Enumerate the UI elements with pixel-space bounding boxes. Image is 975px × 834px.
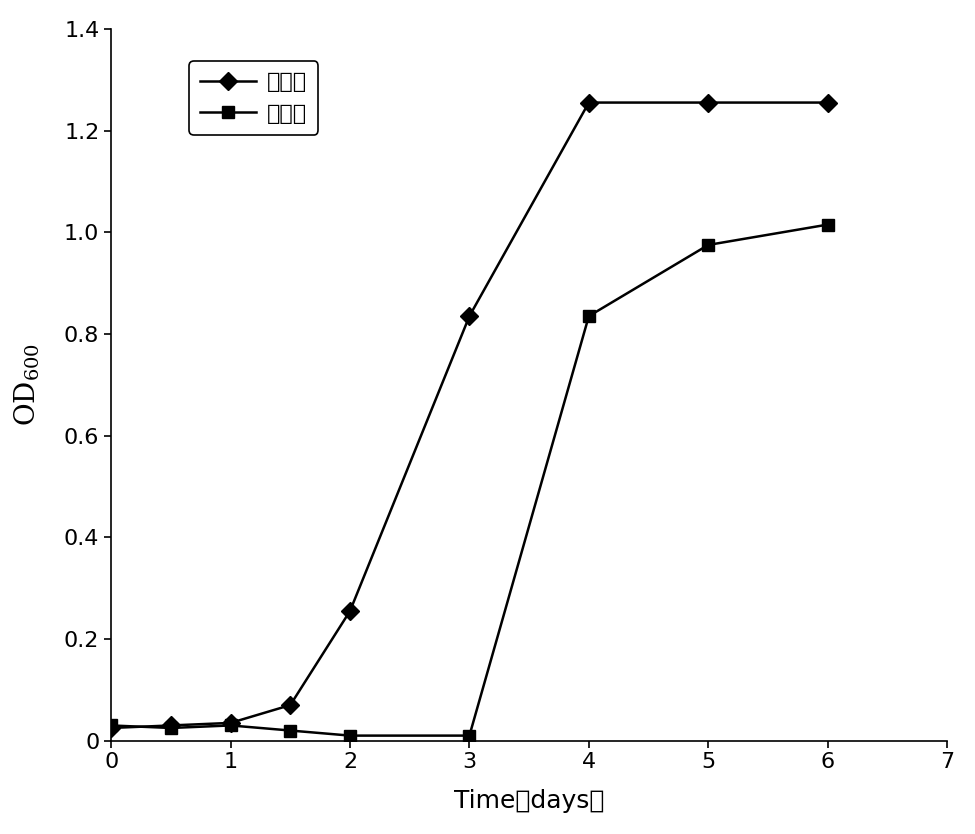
驯化前 [165,723,176,733]
驯化后 [702,98,714,108]
驯化前 [224,721,236,731]
驯化前 [105,721,117,731]
驯化后 [224,718,236,728]
驯化前 [822,219,834,229]
驯化前 [583,311,595,321]
驯化前 [463,731,475,741]
Text: $\mathregular{OD_{600}}$: $\mathregular{OD_{600}}$ [13,344,42,426]
Line: 驯化前: 驯化前 [105,219,834,742]
Legend: 驯化后, 驯化前: 驯化后, 驯化前 [189,62,318,134]
驯化前 [285,726,296,736]
驯化后 [583,98,595,108]
X-axis label: Time（days）: Time（days） [454,789,604,813]
驯化后 [285,700,296,710]
驯化后 [463,311,475,321]
驯化后 [105,723,117,733]
驯化前 [702,240,714,250]
驯化后 [165,721,176,731]
驯化前 [344,731,356,741]
驯化后 [344,606,356,616]
Line: 驯化后: 驯化后 [105,96,834,734]
驯化后 [822,98,834,108]
